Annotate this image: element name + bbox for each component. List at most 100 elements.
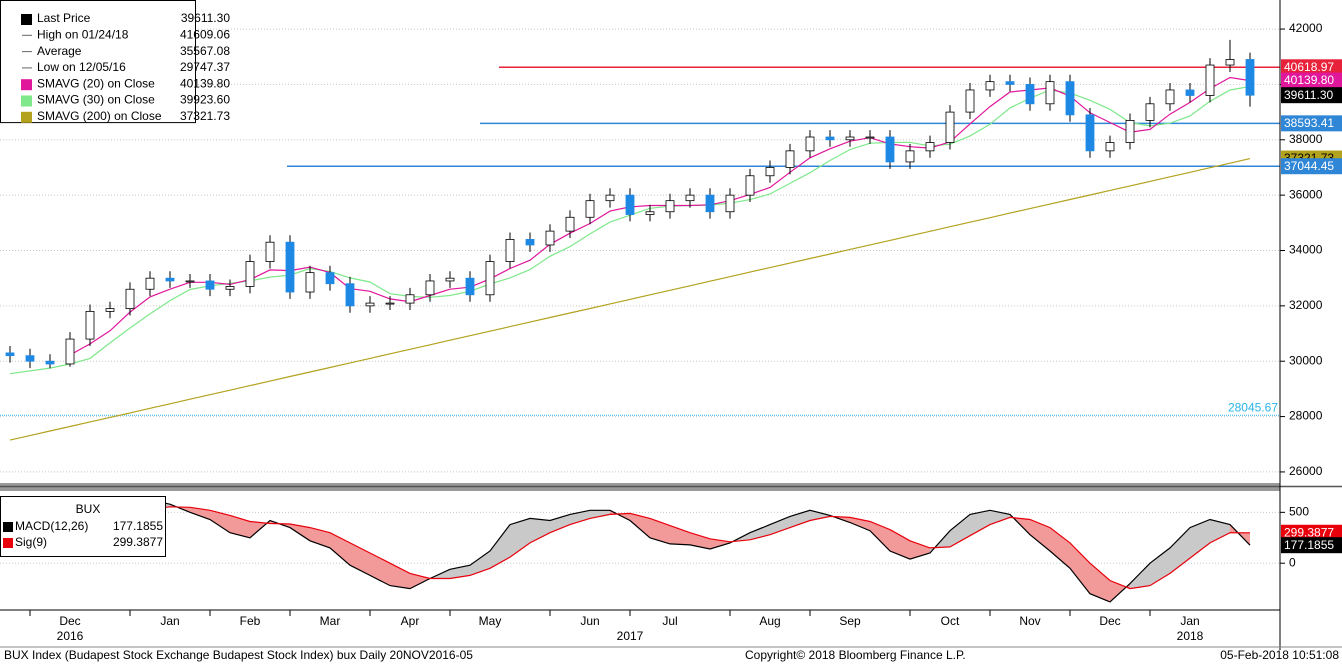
legend-label: Average (37, 44, 82, 58)
y-tick-label: 42000 (1289, 21, 1323, 35)
axis-value-label: 299.3877 (1284, 525, 1334, 539)
axis-value-label: 40139.80 (1284, 73, 1334, 87)
x-tick-label: Oct (941, 614, 960, 628)
candle-body (785, 150, 795, 168)
x-tick-label: Jul (662, 614, 677, 628)
candle-body (1065, 81, 1075, 116)
axis-value-label: 39611.30 (1284, 88, 1333, 102)
macd-fill (650, 518, 670, 544)
series-line (9, 506, 1251, 590)
y-tick-label: 38000 (1289, 132, 1323, 146)
candle-body (805, 136, 815, 152)
candle-body (925, 142, 935, 152)
footer-left: BUX Index (Budapest Stock Exchange Budap… (4, 648, 473, 662)
macd-fill (590, 510, 610, 519)
candle-body (125, 288, 135, 310)
candle-body (325, 272, 335, 285)
candle-body (705, 194, 715, 213)
legend-swatch (3, 522, 13, 532)
candle-body (1165, 89, 1175, 105)
legend-label: Low on 12/05/16 (37, 60, 126, 74)
candle-body (165, 277, 175, 282)
legend-value: 39923.60 (180, 93, 230, 107)
x-tick-label: Jan (160, 614, 179, 628)
legend-swatch (3, 538, 13, 548)
y-tick-label: 500 (1289, 505, 1309, 519)
candle-body (65, 338, 75, 365)
macd-fill (870, 521, 890, 551)
legend-value: 35567.08 (180, 44, 230, 58)
y-tick-label: 32000 (1289, 298, 1323, 312)
y-tick-label: 28000 (1289, 409, 1323, 423)
candle-body (85, 310, 95, 340)
candle-body (505, 239, 515, 262)
x-tick-label: Aug (759, 614, 780, 628)
candle-body (1225, 59, 1235, 66)
candle-body (845, 136, 855, 141)
legend-value: 41609.06 (180, 27, 230, 41)
x-year-label: 2017 (617, 629, 644, 643)
legend-value: 299.3877 (113, 535, 163, 549)
x-tick-label: Feb (240, 614, 261, 628)
legend-label: Sig(9) (15, 535, 47, 549)
macd-panel (0, 499, 1280, 603)
candle-body (305, 272, 315, 293)
candle-body (45, 360, 55, 365)
candle-body (25, 355, 35, 362)
macd-fill (190, 507, 210, 520)
x-tick-label: May (479, 614, 502, 628)
macd-fill (510, 518, 530, 558)
axis-value-box (1281, 537, 1342, 554)
candle-body (1025, 84, 1035, 105)
macd-fill (1170, 527, 1190, 574)
macd-fill (790, 510, 810, 528)
legend-swatch (21, 111, 32, 123)
macd-fill (210, 510, 230, 533)
candle-body (285, 241, 295, 293)
axis-value-label: 177.1855 (1284, 538, 1334, 552)
candle-body (205, 280, 215, 290)
legend-label: SMAVG (30) on Close (37, 93, 155, 107)
candle-body (245, 261, 255, 287)
legend-swatch (21, 14, 32, 25)
candle-body (265, 241, 275, 262)
legend-value: 37321.73 (180, 109, 230, 123)
legend-value: 39611.30 (181, 11, 230, 25)
candle-body (665, 200, 675, 213)
axis-value-box (1281, 59, 1342, 76)
macd-fill (770, 516, 790, 535)
candle-body (565, 216, 575, 232)
candle-body (1005, 81, 1015, 85)
x-tick-label: Jun (580, 614, 599, 628)
candle-body (905, 150, 915, 163)
y-tick-label: 30000 (1289, 353, 1323, 367)
candle-body (1205, 64, 1215, 96)
candle-body (865, 136, 875, 139)
candle-body (585, 200, 595, 218)
x-tick-label: Dec (59, 614, 80, 628)
macd-fill (470, 551, 490, 576)
macd-fill (970, 510, 990, 536)
x-year-label: 2016 (57, 629, 84, 643)
candle-body (145, 277, 155, 290)
y-tick-label: 26000 (1289, 464, 1323, 478)
candle-body (465, 277, 475, 296)
candle-body (625, 194, 635, 215)
candle-body (545, 230, 555, 246)
candle-body (1085, 114, 1095, 152)
x-tick-label: Nov (1019, 614, 1040, 628)
macd-fill (1130, 563, 1150, 589)
candle-body (1185, 89, 1195, 96)
axis-value-label: 38593.41 (1284, 116, 1334, 130)
legend-title: BUX (76, 502, 101, 516)
candle-body (185, 280, 195, 283)
x-tick-label: Sep (839, 614, 861, 628)
candle-body (825, 136, 835, 141)
axis-value-label: 37044.45 (1284, 159, 1334, 173)
legend-value: 29747.37 (180, 60, 230, 74)
candle-body (525, 239, 535, 246)
candle-body (485, 261, 495, 296)
candle-body (425, 280, 435, 296)
candle-body (385, 302, 395, 305)
axis-value-box (1281, 158, 1342, 175)
